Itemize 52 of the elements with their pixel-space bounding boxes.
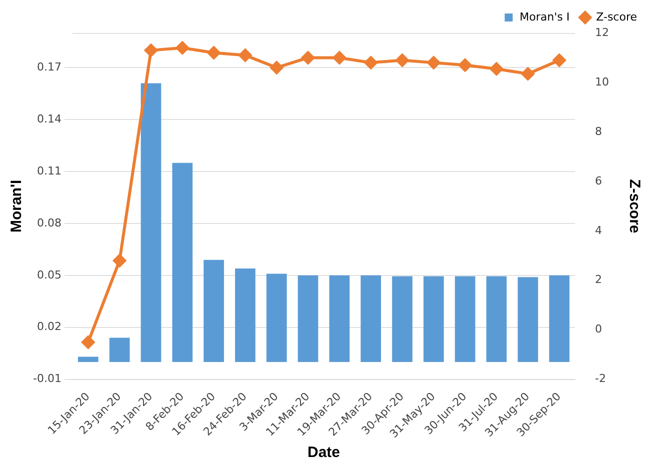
y2-tick-label: 10 bbox=[595, 75, 610, 88]
bar bbox=[204, 260, 224, 362]
y-axis-title: Moran'I bbox=[8, 180, 26, 233]
point bbox=[364, 56, 378, 70]
bar bbox=[172, 162, 193, 362]
point bbox=[144, 44, 158, 57]
point bbox=[207, 46, 220, 60]
y-tick-label: 0.17 bbox=[36, 60, 62, 74]
bar bbox=[518, 277, 538, 362]
point bbox=[113, 254, 126, 268]
y2-axis-title: Z-score bbox=[626, 179, 643, 234]
point bbox=[490, 62, 503, 76]
point bbox=[521, 67, 534, 80]
bar bbox=[298, 275, 318, 362]
y2-tick-label: 12 bbox=[595, 26, 610, 39]
bar bbox=[486, 276, 507, 362]
point bbox=[302, 51, 315, 64]
y-tick-label: -0.01 bbox=[32, 372, 62, 386]
x-axis-title: Date bbox=[307, 444, 340, 462]
legend-label: Z-score bbox=[596, 10, 638, 24]
y2-tick-label: -2 bbox=[595, 372, 606, 386]
y-tick-label: 0.05 bbox=[36, 268, 62, 282]
point bbox=[332, 51, 346, 64]
bar bbox=[109, 338, 130, 362]
bar bbox=[454, 276, 476, 362]
bar bbox=[78, 356, 98, 362]
y-tick-label: 0.14 bbox=[36, 112, 62, 126]
y-tick-label: 0.11 bbox=[36, 164, 62, 178]
y2-tick-label: 6 bbox=[595, 174, 602, 188]
bar bbox=[549, 275, 570, 362]
point bbox=[238, 48, 252, 62]
bar bbox=[235, 268, 256, 362]
point bbox=[458, 58, 472, 72]
y2-tick-label: 0 bbox=[595, 322, 602, 336]
y2-tick-label: 8 bbox=[595, 124, 602, 138]
point bbox=[396, 54, 409, 67]
y-tick-label: 0.08 bbox=[36, 216, 62, 230]
legend-label: Moran's I bbox=[520, 10, 570, 24]
point bbox=[552, 54, 566, 67]
bar bbox=[329, 275, 350, 362]
y2-tick-label: 4 bbox=[595, 224, 602, 237]
bar bbox=[360, 275, 382, 362]
y2-tick-label: 2 bbox=[595, 273, 602, 286]
y-tick-label: 0.02 bbox=[36, 320, 62, 334]
point bbox=[270, 61, 284, 74]
point bbox=[427, 56, 440, 70]
bar bbox=[266, 274, 287, 362]
point bbox=[176, 41, 189, 54]
point bbox=[82, 336, 95, 349]
bar bbox=[392, 276, 412, 362]
bar bbox=[423, 276, 444, 362]
bar bbox=[140, 83, 162, 362]
